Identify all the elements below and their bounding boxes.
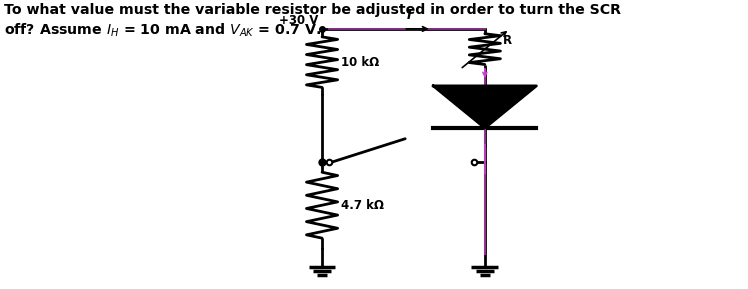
Text: R: R <box>503 34 512 47</box>
Polygon shape <box>433 86 536 128</box>
Text: 4.7 kΩ: 4.7 kΩ <box>341 199 384 212</box>
Text: To what value must the variable resistor be adjusted in order to turn the SCR
of: To what value must the variable resistor… <box>4 3 621 40</box>
Text: I: I <box>407 9 411 22</box>
Text: 10 kΩ: 10 kΩ <box>341 56 379 68</box>
Text: +30 V: +30 V <box>279 14 319 27</box>
